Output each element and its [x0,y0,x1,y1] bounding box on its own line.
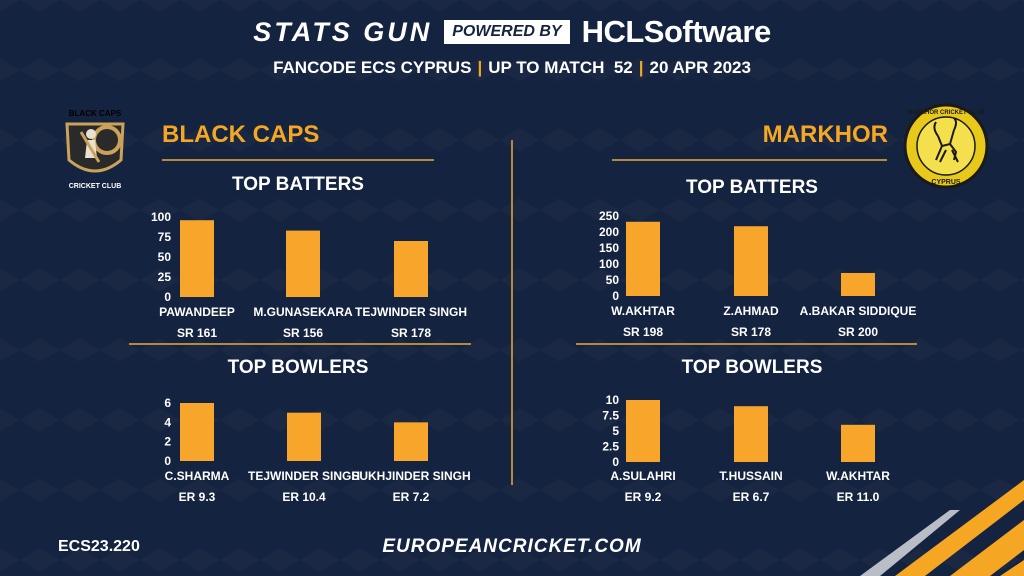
right-team-divider [612,159,887,161]
y-tick-label: 6 [164,396,171,410]
decorative-stripes [860,480,1024,576]
hcl-software-logo: HCLSoftware [581,14,772,49]
stat-label: ER 11.0 [837,490,880,504]
stats-gun-logo: STATS GUN [253,16,433,47]
brand-header: STATS GUN POWERED BY HCLSoftware [0,14,1024,50]
category-label: TEJWINDER SINGH [248,469,360,483]
y-tick-label: 100 [599,257,619,271]
left-section-divider [129,343,471,345]
black-caps-logo: BLACK CAPS CRICKET CLUB [65,109,125,190]
markhor-logo: MARKHOR CRICKET CLUB CYPRUS [903,103,989,189]
y-tick-label: 4 [164,415,171,429]
stat-label: SR 156 [283,326,323,340]
bar [734,406,768,462]
y-tick-label: 250 [599,209,619,223]
right-team-name: MARKHOR [762,121,888,148]
logo-text-top: BLACK CAPS [69,109,122,118]
y-tick-label: 0 [164,454,171,468]
left-batters-title: TOP BATTERS [232,174,364,195]
bar [180,220,214,297]
stat-label: ER 7.2 [393,490,430,504]
y-tick-label: 150 [599,241,619,255]
right-section-divider [576,343,917,345]
y-tick-label: 7.5 [602,409,619,423]
bar [394,422,428,461]
category-label: PAWANDEEP [159,305,235,319]
stat-label: SR 200 [838,325,878,339]
y-tick-label: 0 [164,290,171,304]
y-tick-label: 0 [612,455,619,469]
website-url: EUROPEANCRICKET.COM [382,536,642,557]
y-tick-label: 0 [612,289,619,303]
y-tick-label: 5 [612,424,619,438]
y-tick-label: 50 [158,250,172,264]
category-label: Z.AHMAD [723,304,779,318]
left-batters-chart: 0 25 50 75 100 PAWANDEEP SR 161 M.GUNASEKARA SR … [151,210,467,340]
right-batters-title: TOP BATTERS [686,177,818,198]
bar [287,412,321,461]
left-bowlers-chart: 0 2 4 6 C.SHARMA ER 9.3 TEJWINDER SINGH ER 10.4… [164,396,470,504]
right-bowlers-title: TOP BOWLERS [681,357,823,378]
left-team-divider [162,159,434,161]
stat-label: SR 198 [623,325,663,339]
right-bowlers-chart: 02.5 57.5 10 A.SULAHRI ER 9.2 T.HUSSAIN ER 6.7… [602,393,890,504]
bar [626,221,660,296]
bar [180,403,214,461]
center-divider [511,140,513,485]
y-tick-label: 200 [599,225,619,239]
y-tick-label: 75 [158,230,172,244]
category-label: W.AKHTAR [826,469,890,483]
match-range: UP TO MATCH 52 [488,58,633,77]
stat-label: SR 178 [731,325,771,339]
y-tick-label: 2 [164,435,171,449]
category-label: M.GUNASEKARA [253,305,353,319]
category-label: C.SHARMA [165,469,230,483]
separator: | [638,58,644,77]
stat-label: SR 161 [177,326,217,340]
match-date: 20 APR 2023 [649,58,751,77]
right-batters-chart: 0 50 100 150 200 250 W.AKHTAR SR 198 Z.AHMAD SR 1… [599,209,917,339]
logo-text-top: MARKHOR CRICKET CLUB [907,110,986,116]
separator: | [477,58,483,77]
y-tick-label: 50 [606,273,620,287]
category-label: A.SULAHRI [610,469,675,483]
bar [286,230,320,297]
tournament-name: FANCODE ECS CYPRUS [273,58,472,77]
logo-text-bottom: CYPRUS [931,179,961,186]
stat-label: ER 10.4 [282,490,326,504]
y-tick-label: 10 [606,393,620,407]
left-team-name: BLACK CAPS [162,121,320,148]
y-tick-label: 2.5 [602,440,619,454]
category-label: A.BAKAR SIDDIQUE [800,304,917,318]
stat-label: ER 9.3 [179,490,216,504]
y-tick-label: 25 [158,270,172,284]
category-label: T.HUSSAIN [719,469,782,483]
match-info: FANCODE ECS CYPRUS | UP TO MATCH 52 | 20 APR… [0,58,1024,78]
powered-by-badge: POWERED BY [444,20,570,44]
stat-label: SR 178 [391,326,431,340]
graphic-code: ECS23.220 [58,538,140,555]
bar [394,241,428,297]
stat-label: ER 9.2 [625,490,662,504]
category-label: SUKHJINDER SINGH [351,469,470,483]
bar [626,400,660,462]
bar [841,272,875,296]
category-label: TEJWINDER SINGH [355,305,467,319]
logo-text-bottom: CRICKET CLUB [69,183,122,190]
y-tick-label: 100 [151,210,171,224]
bar [734,226,768,296]
left-bowlers-title: TOP BOWLERS [227,357,369,378]
stat-label: ER 6.7 [733,490,770,504]
category-label: W.AKHTAR [611,304,675,318]
bar [841,424,875,462]
